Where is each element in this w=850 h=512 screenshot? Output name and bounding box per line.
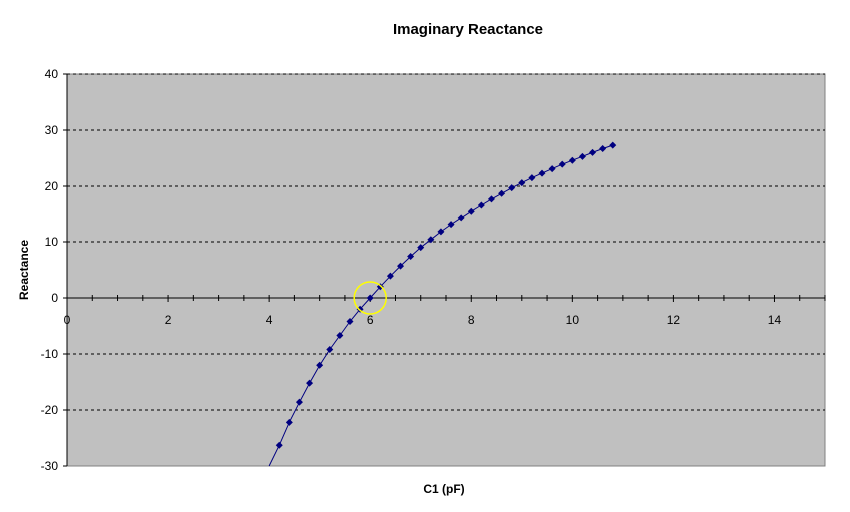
data-point (487, 195, 495, 203)
data-point (336, 332, 344, 340)
data-point (568, 156, 576, 164)
data-point (316, 361, 324, 369)
data-point (589, 148, 597, 156)
data-point (508, 184, 516, 192)
axes (66, 74, 826, 466)
data-point (599, 144, 607, 152)
data-point (366, 294, 374, 302)
data-point (457, 214, 465, 222)
y-tick-label: -10 (41, 347, 59, 361)
x-tick-label: 10 (566, 313, 580, 327)
x-tick-label: 4 (266, 313, 273, 327)
x-tick-label: 2 (165, 313, 172, 327)
data-point (498, 189, 506, 197)
data-point (528, 174, 536, 182)
y-tick-label: -20 (41, 403, 59, 417)
y-tick-label: 30 (45, 123, 59, 137)
data-point (285, 418, 293, 426)
data-point (447, 221, 455, 229)
data-point (427, 236, 435, 244)
y-tick-label: -30 (41, 459, 59, 473)
x-tick-label: 6 (367, 313, 374, 327)
data-point (397, 262, 405, 270)
data-point (437, 228, 445, 236)
y-tick-label: 10 (45, 235, 59, 249)
data-points (275, 141, 617, 449)
y-axis-ticks: -30 -20 -10 0 10 20 30 40 (41, 67, 67, 473)
y-tick-label: 40 (45, 67, 59, 81)
data-point (417, 244, 425, 252)
data-point (386, 272, 394, 280)
x-tick-label: 0 (64, 313, 71, 327)
data-point (407, 253, 415, 261)
data-point (609, 141, 617, 149)
grid-lines (67, 73, 825, 411)
plot-area (66, 73, 826, 467)
data-point (326, 346, 334, 354)
y-tick-label: 0 (51, 291, 58, 305)
data-point (275, 441, 283, 449)
zero-crossing-highlight (353, 281, 387, 315)
data-point (477, 201, 485, 209)
x-axis-title: C1 (pF) (423, 482, 464, 496)
data-point (306, 379, 314, 387)
x-tick-label: 14 (768, 313, 782, 327)
y-tick-label: 20 (45, 179, 59, 193)
chart-title: Imaginary Reactance (393, 21, 543, 38)
data-point (467, 207, 475, 215)
data-point (518, 179, 526, 187)
data-point (548, 165, 556, 173)
data-point (538, 169, 546, 177)
data-point (558, 160, 566, 168)
y-axis-title: Reactance (17, 240, 31, 300)
data-point (346, 318, 354, 326)
x-axis-ticks: 0 2 4 6 8 10 12 14 (64, 313, 782, 327)
x-tick-label: 8 (468, 313, 475, 327)
x-tick-label: 12 (667, 313, 681, 327)
data-point (578, 152, 586, 160)
data-point (295, 398, 303, 406)
